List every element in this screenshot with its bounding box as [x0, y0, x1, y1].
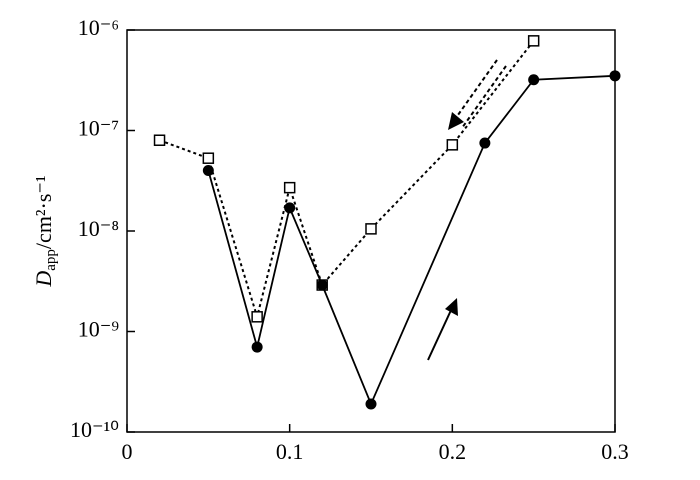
marker	[316, 279, 328, 291]
y-label-subscript: app	[43, 249, 59, 271]
y-label-symbol: D	[31, 271, 56, 288]
marker	[528, 74, 540, 86]
x-tick-label: 0.2	[439, 439, 467, 464]
x-tick-label: 0	[122, 439, 133, 464]
y-axis-label: Dapp/cm²·s⁻¹	[31, 175, 59, 287]
y-tick-label: 10⁻⁷	[78, 116, 119, 141]
marker	[609, 70, 621, 82]
series-line	[207, 74, 616, 407]
arrow-solid	[427, 307, 453, 361]
y-label-unit: /cm²·s⁻¹	[31, 175, 56, 249]
marker	[202, 164, 214, 176]
marker	[153, 134, 166, 146]
y-tick-label: 10⁻⁶	[78, 15, 119, 40]
arrow-head	[445, 298, 458, 316]
marker	[365, 223, 377, 235]
series-line	[159, 40, 535, 321]
arrows	[427, 59, 507, 361]
x-tick-label: 0.3	[601, 439, 629, 464]
x-tick-label: 0.1	[276, 439, 304, 464]
marker	[365, 398, 377, 410]
arrow-dashed	[461, 65, 507, 129]
marker	[202, 152, 215, 164]
marker	[251, 341, 263, 353]
y-tick-label: 10⁻⁹	[78, 317, 120, 342]
marker	[284, 202, 296, 214]
marker	[251, 311, 263, 323]
y-tick-label: 10⁻¹⁰	[70, 417, 119, 442]
arrow-dashed	[452, 59, 498, 123]
marker	[527, 35, 540, 47]
marker	[283, 181, 296, 194]
arrow-head	[448, 112, 464, 130]
marker	[479, 137, 491, 149]
y-tick-label: 10⁻⁸	[78, 216, 119, 241]
marker	[446, 139, 459, 151]
